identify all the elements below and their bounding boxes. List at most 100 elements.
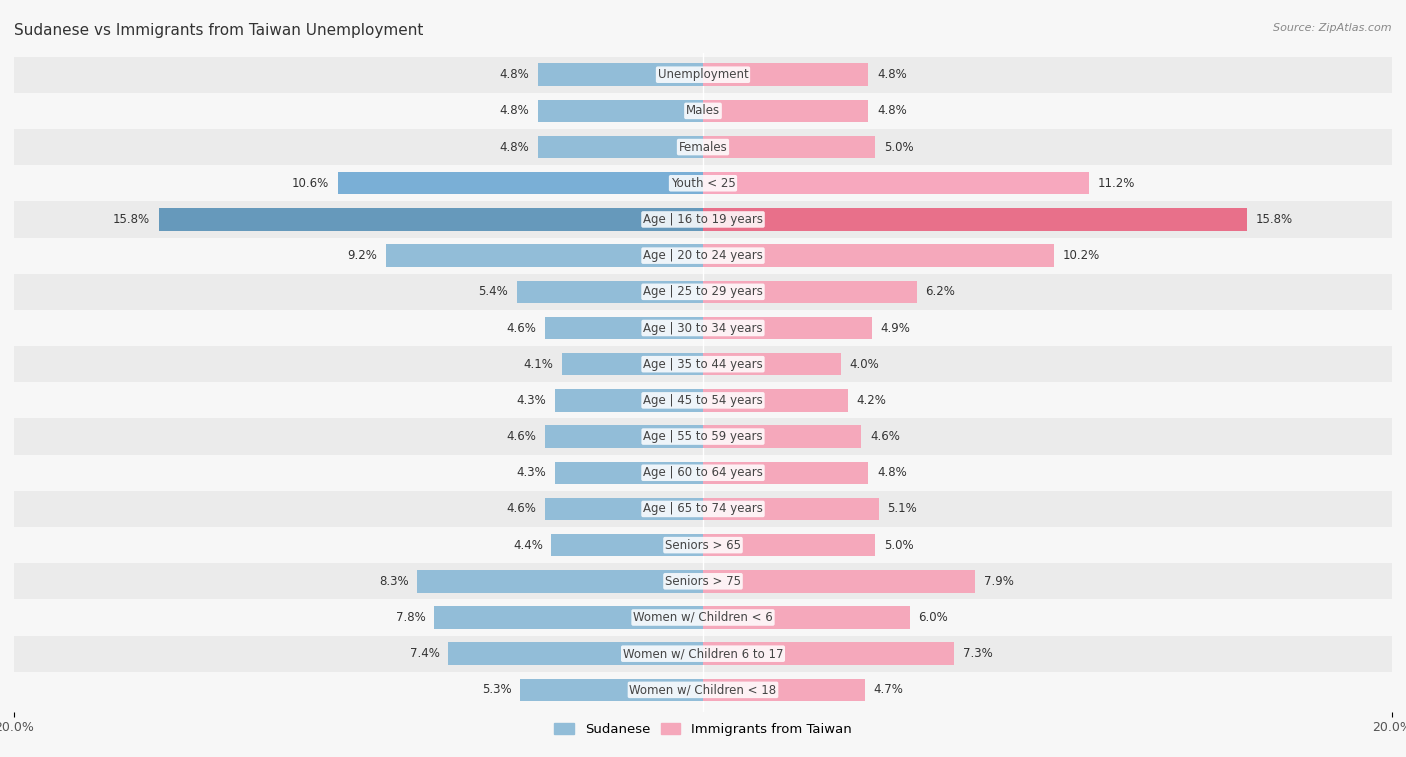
Text: 4.9%: 4.9% [880, 322, 910, 335]
Text: 5.4%: 5.4% [478, 285, 509, 298]
Text: Women w/ Children < 18: Women w/ Children < 18 [630, 684, 776, 696]
Bar [703, 316, 872, 339]
Text: Age | 16 to 19 years: Age | 16 to 19 years [643, 213, 763, 226]
Bar [14, 201, 1392, 238]
Text: Age | 55 to 59 years: Age | 55 to 59 years [643, 430, 763, 443]
Bar [703, 425, 862, 448]
Legend: Sudanese, Immigrants from Taiwan: Sudanese, Immigrants from Taiwan [548, 717, 858, 741]
Text: Males: Males [686, 104, 720, 117]
Bar [544, 497, 703, 520]
Text: 4.3%: 4.3% [516, 394, 547, 407]
Bar [544, 425, 703, 448]
Bar [14, 57, 1392, 93]
Bar [520, 679, 703, 701]
Text: 10.6%: 10.6% [292, 177, 329, 190]
Text: 4.0%: 4.0% [849, 358, 879, 371]
Text: Sudanese vs Immigrants from Taiwan Unemployment: Sudanese vs Immigrants from Taiwan Unemp… [14, 23, 423, 38]
Bar [449, 643, 703, 665]
Bar [537, 100, 703, 122]
Bar [387, 245, 703, 267]
Text: 7.3%: 7.3% [963, 647, 993, 660]
Bar [703, 353, 841, 375]
Text: Age | 25 to 29 years: Age | 25 to 29 years [643, 285, 763, 298]
Bar [517, 281, 703, 303]
Bar [703, 100, 869, 122]
Text: 9.2%: 9.2% [347, 249, 377, 262]
Text: 4.1%: 4.1% [523, 358, 553, 371]
Text: Unemployment: Unemployment [658, 68, 748, 81]
Bar [551, 534, 703, 556]
Bar [703, 462, 869, 484]
Bar [159, 208, 703, 231]
Bar [703, 643, 955, 665]
Text: 7.9%: 7.9% [984, 575, 1014, 587]
Text: Women w/ Children < 6: Women w/ Children < 6 [633, 611, 773, 624]
Bar [14, 563, 1392, 600]
Text: Age | 35 to 44 years: Age | 35 to 44 years [643, 358, 763, 371]
Text: 5.3%: 5.3% [482, 684, 512, 696]
Text: 4.6%: 4.6% [506, 503, 536, 516]
Bar [418, 570, 703, 593]
Bar [562, 353, 703, 375]
Text: Youth < 25: Youth < 25 [671, 177, 735, 190]
Text: Age | 65 to 74 years: Age | 65 to 74 years [643, 503, 763, 516]
Text: Age | 60 to 64 years: Age | 60 to 64 years [643, 466, 763, 479]
Text: Women w/ Children 6 to 17: Women w/ Children 6 to 17 [623, 647, 783, 660]
Text: 4.8%: 4.8% [499, 141, 529, 154]
Bar [537, 64, 703, 86]
Text: 4.6%: 4.6% [506, 322, 536, 335]
Bar [703, 245, 1054, 267]
Bar [14, 382, 1392, 419]
Text: 4.7%: 4.7% [873, 684, 904, 696]
Text: 6.2%: 6.2% [925, 285, 955, 298]
Bar [703, 389, 848, 412]
Text: Seniors > 65: Seniors > 65 [665, 539, 741, 552]
Text: 6.0%: 6.0% [918, 611, 948, 624]
Bar [537, 136, 703, 158]
Bar [14, 600, 1392, 636]
Bar [555, 462, 703, 484]
Text: 5.1%: 5.1% [887, 503, 917, 516]
Bar [703, 281, 917, 303]
Text: Source: ZipAtlas.com: Source: ZipAtlas.com [1274, 23, 1392, 33]
Text: 4.6%: 4.6% [870, 430, 900, 443]
Text: 8.3%: 8.3% [378, 575, 409, 587]
Bar [14, 274, 1392, 310]
Bar [703, 570, 976, 593]
Text: 10.2%: 10.2% [1063, 249, 1101, 262]
Text: 4.8%: 4.8% [877, 104, 907, 117]
Text: 4.8%: 4.8% [877, 68, 907, 81]
Text: 4.6%: 4.6% [506, 430, 536, 443]
Text: Seniors > 75: Seniors > 75 [665, 575, 741, 587]
Bar [544, 316, 703, 339]
Bar [14, 419, 1392, 455]
Text: Age | 20 to 24 years: Age | 20 to 24 years [643, 249, 763, 262]
Text: 4.8%: 4.8% [499, 68, 529, 81]
Bar [14, 346, 1392, 382]
Text: 4.8%: 4.8% [499, 104, 529, 117]
Bar [703, 172, 1088, 195]
Text: 4.3%: 4.3% [516, 466, 547, 479]
Bar [14, 238, 1392, 274]
Bar [703, 679, 865, 701]
Bar [434, 606, 703, 629]
Bar [703, 208, 1247, 231]
Text: 5.0%: 5.0% [884, 539, 914, 552]
Bar [703, 497, 879, 520]
Text: 15.8%: 15.8% [112, 213, 150, 226]
Bar [703, 136, 875, 158]
Bar [703, 534, 875, 556]
Text: 5.0%: 5.0% [884, 141, 914, 154]
Bar [14, 93, 1392, 129]
Text: 4.2%: 4.2% [856, 394, 886, 407]
Text: Females: Females [679, 141, 727, 154]
Bar [703, 606, 910, 629]
Text: 15.8%: 15.8% [1256, 213, 1294, 226]
Bar [14, 165, 1392, 201]
Bar [555, 389, 703, 412]
Text: Age | 30 to 34 years: Age | 30 to 34 years [643, 322, 763, 335]
Bar [14, 636, 1392, 671]
Bar [337, 172, 703, 195]
Bar [14, 310, 1392, 346]
Text: 11.2%: 11.2% [1098, 177, 1135, 190]
